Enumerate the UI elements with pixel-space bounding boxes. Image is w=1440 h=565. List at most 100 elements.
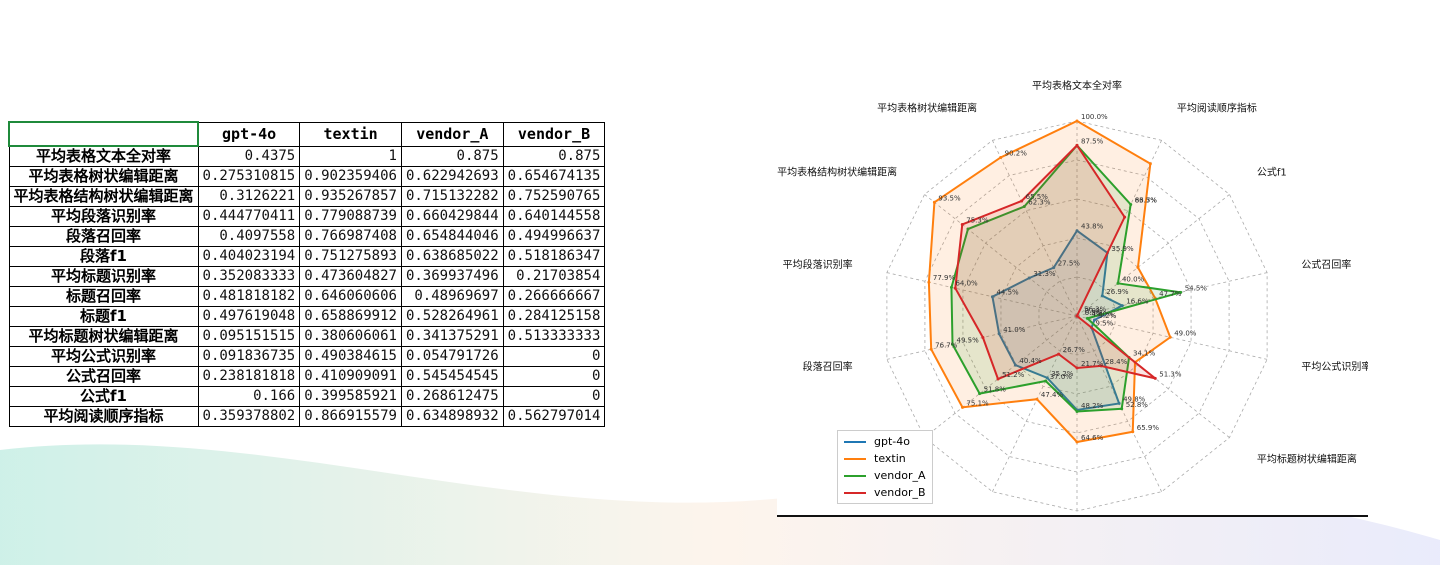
table-cell[interactable]: 0.369937496 — [400, 266, 504, 287]
data-point — [1045, 376, 1049, 380]
row-label[interactable]: 段落f1 — [8, 246, 199, 267]
table-cell[interactable]: 0.410909091 — [299, 366, 402, 387]
table-corner-cell[interactable] — [7, 121, 200, 147]
table-cell[interactable]: 0 — [502, 346, 606, 367]
table-cell[interactable]: 0.660429844 — [400, 206, 504, 227]
legend-swatch — [844, 491, 866, 494]
row-label[interactable]: 标题召回率 — [8, 286, 199, 307]
row-label[interactable]: 平均段落识别率 — [8, 206, 199, 227]
table-cell[interactable]: 0.238181818 — [197, 366, 301, 387]
table-cell[interactable]: 0.875 — [502, 145, 606, 167]
table-cell[interactable]: 0.766987408 — [299, 226, 402, 247]
table-cell[interactable]: 0.902359406 — [299, 166, 402, 187]
value-label: 76.7% — [935, 341, 958, 349]
table-cell[interactable]: 0 — [502, 366, 606, 387]
data-point — [978, 392, 982, 396]
table-cell[interactable]: 0.166 — [197, 386, 301, 407]
row-label[interactable]: 平均表格结构树状编辑距离 — [8, 186, 199, 207]
row-label[interactable]: 标题f1 — [8, 306, 199, 327]
table-cell[interactable]: 0.528264961 — [400, 306, 504, 327]
table-cell[interactable]: 0.091836735 — [197, 346, 301, 367]
table-cell[interactable]: 0.622942693 — [400, 166, 504, 187]
table-cell[interactable]: 0.275310815 — [197, 166, 301, 187]
table-cell[interactable]: 0.3126221 — [197, 186, 301, 207]
data-point — [1092, 318, 1096, 322]
legend-label: gpt-4o — [874, 435, 910, 448]
table-cell[interactable]: 0.4375 — [197, 145, 301, 167]
table-cell[interactable]: 0.518186347 — [502, 246, 606, 267]
table-cell[interactable]: 0.654674135 — [502, 166, 606, 187]
value-label: 27.5% — [1058, 260, 1081, 268]
table-cell[interactable]: 0.875 — [400, 145, 504, 167]
table-cell[interactable]: 0.4097558 — [197, 226, 301, 247]
table-cell[interactable]: 0.284125158 — [502, 306, 606, 327]
table-cell[interactable]: 0.751275893 — [299, 246, 402, 267]
data-point — [981, 335, 985, 339]
table-cell[interactable]: 0.380606061 — [299, 326, 402, 347]
table-cell[interactable]: 0.654844046 — [400, 226, 504, 247]
data-point — [1020, 199, 1024, 203]
value-label: 28.4% — [1105, 358, 1128, 366]
table-cell[interactable]: 0.658869912 — [299, 306, 402, 327]
table-cell[interactable]: 0.266666667 — [502, 286, 606, 307]
row-label[interactable]: 平均标题识别率 — [8, 266, 199, 287]
table-cell[interactable]: 0.640144558 — [502, 206, 606, 227]
table-row: 标题召回率 0.481818182 0.646060606 0.48969697 0.2… — [8, 286, 606, 307]
axis-label: 公式f1 — [1257, 166, 1287, 179]
table-cell[interactable]: 0.752590765 — [502, 186, 606, 207]
table-cell[interactable]: 0.444770411 — [197, 206, 301, 227]
table-cell[interactable]: 0.352083333 — [197, 266, 301, 287]
value-label: 31.3% — [1033, 270, 1056, 278]
axis-label: 平均段落识别率 — [783, 258, 853, 271]
table-cell[interactable]: 0.513333333 — [502, 326, 606, 347]
table-cell[interactable]: 0.715132282 — [400, 186, 504, 207]
table-cell[interactable]: 0.866915579 — [299, 406, 402, 427]
table-cell[interactable]: 0.404023194 — [197, 246, 301, 267]
value-label: 26.7% — [1063, 346, 1086, 354]
row-label[interactable]: 平均阅读顺序指标 — [8, 406, 199, 427]
table-cell[interactable]: 0.490384615 — [299, 346, 402, 367]
table-cell[interactable]: 0.545454545 — [400, 366, 504, 387]
row-label[interactable]: 段落召回率 — [8, 226, 199, 247]
table-cell[interactable]: 0.48969697 — [400, 286, 504, 307]
table-cell[interactable]: 0.359378802 — [197, 406, 301, 427]
table-cell[interactable]: 0.21703854 — [502, 266, 606, 287]
axis-label: 平均表格文本全对率 — [1032, 79, 1122, 92]
row-label[interactable]: 公式召回率 — [8, 366, 199, 387]
table-cell[interactable]: 0.095151515 — [197, 326, 301, 347]
row-label[interactable]: 平均标题树状编辑距离 — [8, 326, 199, 347]
table-cell[interactable]: 0.497619048 — [197, 306, 301, 327]
table-cell[interactable]: 0.473604827 — [299, 266, 402, 287]
table-cell[interactable]: 0.935267857 — [299, 186, 402, 207]
row-label[interactable]: 公式f1 — [8, 386, 199, 407]
table-cell[interactable]: 1 — [299, 145, 402, 167]
table-cell[interactable]: 0.638685022 — [400, 246, 504, 267]
value-label: 35.2% — [1051, 370, 1074, 378]
table-cell[interactable]: 0.494996637 — [502, 226, 606, 247]
value-label: 35.9% — [1111, 245, 1134, 253]
col-header-vendor-b: vendor_B — [502, 121, 606, 147]
legend-label: vendor_A — [874, 469, 926, 482]
results-table: gpt-4o textin vendor_A vendor_B 平均表格文本全对… — [7, 121, 606, 427]
table-cell[interactable]: 0.054791726 — [400, 346, 504, 367]
value-label: 44.5% — [996, 289, 1019, 297]
row-label[interactable]: 平均公式识别率 — [8, 346, 199, 367]
table-cell[interactable]: 0.634898932 — [400, 406, 504, 427]
table-cell[interactable]: 0.646060606 — [299, 286, 402, 307]
axis-label: 平均公式识别率 — [1301, 360, 1368, 373]
row-label[interactable]: 平均表格文本全对率 — [8, 145, 199, 167]
table-cell[interactable]: 0.268612475 — [400, 386, 504, 407]
table-row: 平均公式识别率 0.091836735 0.490384615 0.054791726… — [8, 346, 606, 367]
data-point — [997, 332, 1001, 336]
table-cell[interactable]: 0.399585921 — [299, 386, 402, 407]
value-label: 48.2% — [1081, 402, 1104, 410]
data-point — [1085, 316, 1089, 320]
table-cell[interactable]: 0 — [502, 386, 606, 407]
row-label[interactable]: 平均表格树状编辑距离 — [8, 166, 199, 187]
data-point — [1116, 281, 1120, 285]
table-cell[interactable]: 0.341375291 — [400, 326, 504, 347]
table-cell[interactable]: 0.779088739 — [299, 206, 402, 227]
col-header-gpt-4o: gpt-4o — [197, 121, 301, 147]
table-cell[interactable]: 0.562797014 — [502, 406, 606, 427]
table-cell[interactable]: 0.481818182 — [197, 286, 301, 307]
